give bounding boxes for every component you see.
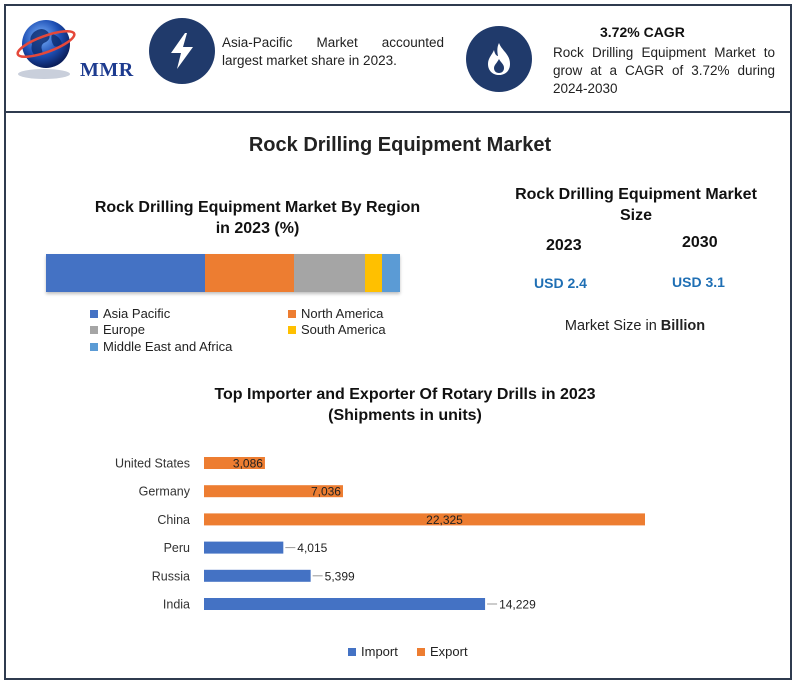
legend-item-south-america: South America: [288, 322, 386, 337]
bar-chart-title: Top Importer and Exporter Of Rotary Dril…: [150, 384, 660, 426]
market-size-title-line-2: Size: [619, 207, 652, 224]
stack-segment-north-america: [205, 254, 294, 292]
region-title-line-1: Rock Drilling Equipment Market By Region: [94, 199, 421, 216]
legend-swatch: [417, 647, 425, 656]
category-label-india: India: [163, 598, 190, 612]
legend-label: Export: [430, 644, 468, 659]
data-label-import-peru: 4,015: [297, 541, 327, 555]
legend-swatch: [90, 342, 98, 351]
data-label-import-india: 14,229: [499, 598, 536, 612]
bar-export-germany: [204, 485, 343, 498]
highlight-1-badge: [149, 18, 215, 84]
bar-export-united-states: [204, 457, 265, 469]
legend-label: Middle East and Africa: [103, 339, 233, 354]
import-export-bar-chart: United States 3,086 Germany 7,036 China 22,32…: [115, 457, 645, 612]
bar-import-india: [204, 598, 486, 610]
logo-text: MMR: [80, 59, 134, 81]
bar-import-peru: [204, 541, 284, 554]
stack-segment-asia-pacific: [46, 254, 206, 292]
legend-item-asia-pacific: Asia Pacific: [90, 306, 170, 321]
legend-swatch: [288, 325, 296, 334]
header-strip: [6, 6, 790, 113]
note-prefix: Market Size in: [564, 318, 661, 334]
region-chart-title: Rock Drilling Equipment Market By Region…: [60, 197, 455, 239]
category-label-china: China: [157, 513, 190, 527]
data-label-export-china: 22,325: [426, 513, 463, 527]
bar-chart-title-text: Top Importer and Exporter Of Rotary Dril…: [214, 386, 596, 403]
globe-icon: [16, 20, 76, 79]
category-label-germany: Germany: [139, 485, 191, 499]
data-label-import-russia: 5,399: [325, 569, 355, 583]
region-title-line-2: in 2023 (%): [215, 220, 300, 237]
year-2023: 2023: [546, 237, 582, 254]
legend-swatch: [90, 325, 98, 334]
chart-legend-import: Import: [348, 644, 398, 659]
market-size-title-line-1: Rock Drilling Equipment Market: [515, 186, 757, 203]
legend-label: Asia Pacific: [103, 306, 171, 321]
highlight-1-text: Asia-Pacific Market accounted largest ma…: [222, 35, 444, 68]
note-unit: Billion: [660, 318, 706, 334]
data-label-export-germany: 7,036: [311, 485, 341, 499]
category-label-united-states: United States: [115, 457, 190, 471]
legend-item-europe: Europe: [90, 322, 145, 337]
bar-export-china: [204, 513, 645, 526]
bar-import-russia: [204, 569, 311, 582]
stack-segment-middle-east-and-africa: [382, 254, 400, 292]
stack-segment-europe: [293, 254, 365, 292]
year-2030: 2030: [682, 234, 718, 251]
legend-item-middle-east-africa: Middle East and Africa: [90, 339, 232, 354]
data-label-export-united-states: 3,086: [233, 457, 263, 471]
legend-item-north-america: North America: [288, 306, 383, 321]
value-2030: USD 3.1: [672, 274, 725, 290]
highlight-2-badge: [466, 26, 532, 92]
cagr-title: 3.72% CAGR: [600, 24, 685, 40]
mmr-logo: MMR: [14, 14, 134, 84]
legend-swatch: [288, 309, 296, 318]
legend-label: North America: [301, 306, 384, 321]
category-label-peru: Peru: [164, 541, 190, 555]
page-title: Rock Drilling Equipment Market: [248, 134, 552, 156]
legend-swatch: [348, 647, 356, 656]
cagr-text: Rock Drilling Equipment Market to grow a…: [553, 45, 775, 96]
flame-icon: [488, 43, 510, 75]
stack-segment-south-america: [364, 254, 383, 292]
bar-chart-subtitle: (Shipments in units): [328, 407, 482, 424]
legend-label: South America: [301, 322, 386, 337]
market-size-note: Market Size in Billion: [530, 318, 740, 334]
legend-label: Europe: [103, 322, 145, 337]
region-stacked-bar: [46, 254, 400, 292]
legend-swatch: [90, 309, 98, 318]
chart-legend-export: Export: [417, 644, 468, 659]
market-size-title: Rock Drilling Equipment Market Size: [495, 184, 777, 226]
legend-label: Import: [361, 644, 398, 659]
value-2023: USD 2.4: [534, 275, 587, 291]
category-label-russia: Russia: [152, 569, 190, 583]
lightning-bolt-icon: [171, 33, 193, 69]
infographic-frame: [4, 4, 792, 680]
